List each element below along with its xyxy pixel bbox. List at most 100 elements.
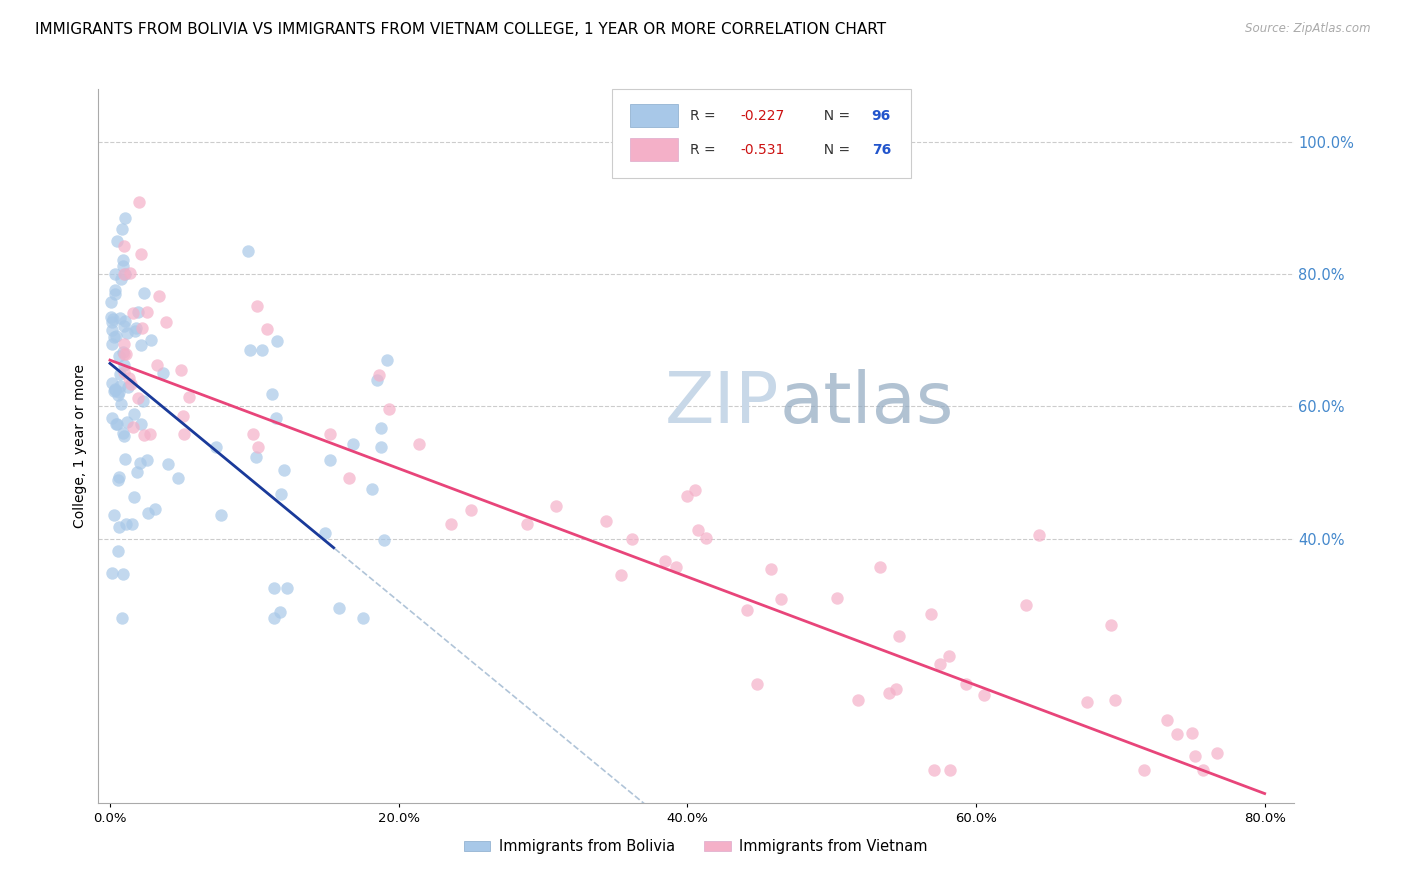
- Point: [125, 321, 148, 335]
- Point: [173, 427, 195, 442]
- Point: [111, 611, 134, 625]
- Point: [884, 681, 907, 696]
- Point: [134, 285, 156, 300]
- Point: [122, 490, 145, 504]
- Point: [112, 319, 135, 334]
- Point: [179, 390, 201, 404]
- Text: -0.531: -0.531: [740, 143, 785, 157]
- Point: [111, 345, 134, 359]
- Point: [104, 267, 127, 281]
- Point: [127, 392, 149, 406]
- Point: [688, 523, 710, 537]
- Point: [269, 605, 291, 619]
- Point: [337, 471, 360, 485]
- FancyBboxPatch shape: [613, 89, 911, 178]
- Text: N =: N =: [815, 109, 855, 122]
- Point: [955, 677, 977, 691]
- Point: [104, 287, 127, 301]
- Point: [665, 560, 688, 574]
- FancyBboxPatch shape: [630, 104, 678, 127]
- Point: [120, 266, 142, 280]
- Point: [105, 417, 128, 431]
- Point: [759, 562, 782, 576]
- Point: [846, 692, 869, 706]
- Point: [276, 581, 298, 595]
- Point: [370, 440, 392, 454]
- Point: [139, 333, 162, 347]
- Point: [112, 337, 135, 351]
- Point: [408, 437, 430, 451]
- Point: [114, 267, 136, 281]
- Point: [695, 531, 717, 545]
- Point: [266, 334, 288, 348]
- Point: [134, 428, 156, 442]
- Point: [172, 409, 194, 424]
- Text: ZIP: ZIP: [665, 368, 779, 438]
- Point: [238, 244, 260, 259]
- Text: Source: ZipAtlas.com: Source: ZipAtlas.com: [1246, 22, 1371, 36]
- Point: [108, 378, 131, 392]
- Point: [319, 453, 342, 467]
- Point: [104, 384, 127, 398]
- Point: [148, 289, 170, 303]
- Point: [1181, 726, 1204, 740]
- Point: [209, 508, 232, 522]
- Point: [136, 506, 159, 520]
- Point: [112, 267, 135, 281]
- Point: [122, 419, 145, 434]
- Point: [108, 311, 131, 326]
- Text: R =: R =: [690, 143, 720, 157]
- Point: [262, 387, 284, 401]
- Text: 96: 96: [872, 109, 891, 122]
- Point: [375, 353, 398, 368]
- Point: [110, 397, 132, 411]
- Point: [157, 457, 180, 471]
- Text: N =: N =: [815, 143, 855, 157]
- Point: [1184, 748, 1206, 763]
- Point: [1015, 598, 1038, 612]
- Point: [610, 568, 633, 582]
- Point: [132, 393, 155, 408]
- Point: [136, 305, 159, 319]
- Point: [938, 648, 960, 663]
- Point: [122, 407, 145, 421]
- Point: [129, 417, 152, 431]
- Point: [115, 326, 138, 340]
- Point: [685, 483, 707, 497]
- Point: [246, 299, 269, 313]
- Point: [544, 499, 567, 513]
- Point: [595, 514, 617, 528]
- Point: [143, 501, 166, 516]
- Point: [676, 490, 699, 504]
- Point: [155, 315, 177, 329]
- Legend: Immigrants from Bolivia, Immigrants from Vietnam: Immigrants from Bolivia, Immigrants from…: [458, 833, 934, 860]
- Point: [111, 259, 134, 273]
- Point: [1156, 713, 1178, 727]
- Point: [110, 368, 132, 382]
- Point: [100, 310, 122, 324]
- Point: [152, 366, 174, 380]
- Point: [352, 611, 374, 625]
- Text: atlas: atlas: [779, 368, 955, 438]
- Point: [360, 482, 382, 496]
- Point: [869, 560, 891, 574]
- Point: [239, 343, 262, 358]
- Point: [108, 350, 131, 364]
- Point: [939, 763, 962, 777]
- Point: [112, 426, 135, 441]
- Point: [370, 421, 392, 435]
- Point: [128, 456, 150, 470]
- Point: [103, 508, 125, 522]
- Point: [125, 466, 148, 480]
- Text: 76: 76: [872, 143, 891, 157]
- Point: [319, 427, 342, 442]
- Point: [100, 411, 122, 425]
- Point: [114, 211, 136, 225]
- Point: [242, 426, 264, 441]
- Point: [245, 450, 267, 465]
- Point: [373, 533, 395, 548]
- Point: [124, 324, 146, 338]
- Point: [120, 377, 142, 392]
- Point: [252, 343, 274, 357]
- Point: [111, 567, 134, 582]
